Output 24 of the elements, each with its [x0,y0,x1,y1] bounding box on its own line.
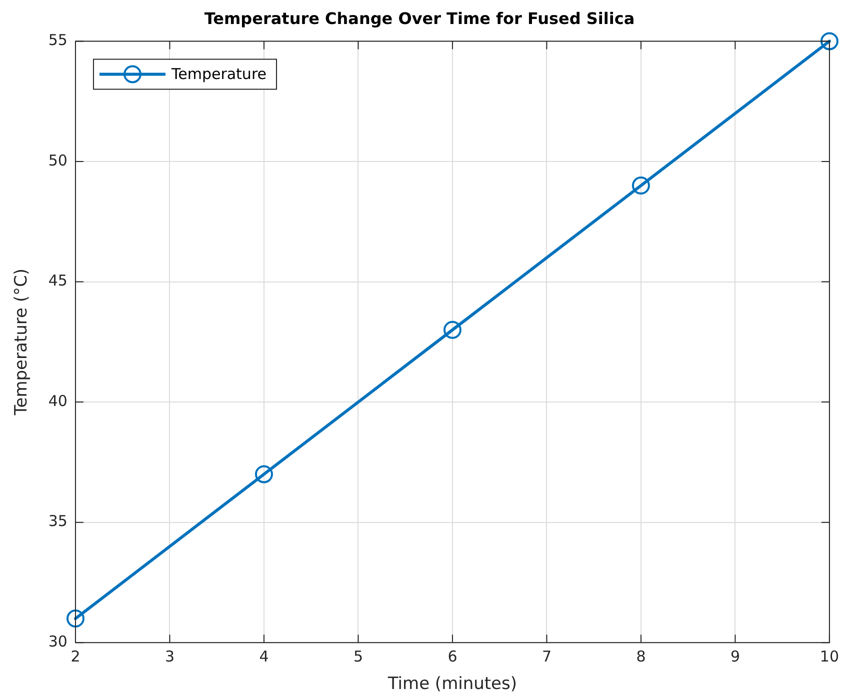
y-tick-label: 40 [48,392,68,410]
x-tick-label: 6 [448,647,458,666]
y-tick-label: 50 [48,151,68,170]
x-tick-label: 8 [636,647,646,666]
y-tick-label: 55 [48,31,68,50]
chart-title: Temperature Change Over Time for Fused Silica [204,8,635,28]
y-tick-label: 45 [48,272,68,290]
point [632,176,650,195]
x-tick-label: 7 [542,647,552,666]
x-tick-label: 5 [353,647,363,666]
x-axis-title: Time (minutes) [386,674,518,694]
point [254,465,273,484]
point [443,320,462,339]
x-tick-label: 2 [70,647,80,666]
x-tick-label: 4 [259,647,269,666]
point [66,610,84,628]
y-tick-label: 30 [48,632,68,650]
x-tick-label: 3 [164,647,175,666]
legend-label: Temperature [170,65,267,84]
point [820,32,838,50]
x-tick-label: 10 [820,647,840,666]
x-tick-label: 9 [730,647,740,666]
y-tick-label: 35 [48,512,68,530]
y-axis-title: Temperature (°C) [12,268,32,416]
